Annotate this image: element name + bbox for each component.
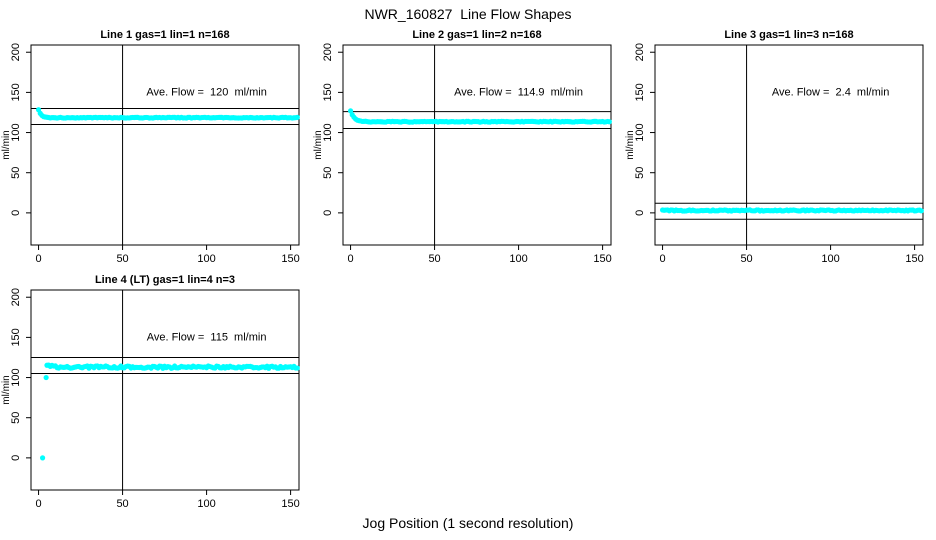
data-point: [39, 455, 46, 461]
flow-limit-lines: [31, 107, 299, 126]
ave-flow-annotation: Ave. Flow = 115 ml/min: [147, 332, 267, 344]
subplot-line-4: Line 4 (LT) gas=1 lin=4 n=3 0 50 100 150 0 50 1…: [0, 273, 312, 518]
subplot-line-1: Line 1 gas=1 lin=1 n=168 0 50 100 150 0 50 100 1…: [0, 28, 312, 273]
y-tick-label: 100: [10, 123, 22, 141]
y-tick-label: 150: [10, 328, 22, 346]
data-points: [39, 362, 300, 461]
plot-canvas: Line 1 gas=1 lin=1 n=168 0 50 100 150 0 50 100 1…: [1, 29, 300, 265]
x-axis: 0 50 100 150: [659, 245, 924, 265]
x-tick-label: 100: [821, 253, 839, 265]
figure-title: NWR_160827 Line Flow Shapes: [364, 6, 572, 22]
ave-flow-annotation: Ave. Flow = 114.9 ml/min: [454, 87, 583, 99]
x-tick-label: 0: [35, 498, 41, 510]
y-tick-label: 100: [634, 123, 646, 141]
y-axis: 0 50 100 150 200: [634, 43, 655, 216]
data-point: [43, 374, 49, 381]
y-axis: 0 50 100 150 200: [322, 43, 343, 216]
y-axis-title: ml/min: [313, 130, 324, 159]
x-tick-label: 100: [509, 253, 527, 265]
x-tick-label: 150: [905, 253, 923, 265]
y-tick-label: 0: [10, 455, 22, 461]
y-tick-label: 150: [322, 83, 334, 101]
subplot-line-2: Line 2 gas=1 lin=2 n=168 0 50 100 150 0 50 100 1…: [312, 28, 624, 273]
x-tick-label: 50: [740, 253, 752, 265]
plot-frame: [30, 44, 300, 246]
y-tick-label: 100: [322, 123, 334, 141]
x-tick-label: 150: [281, 498, 299, 510]
x-tick-label: 50: [428, 253, 440, 265]
plot-frame: [654, 44, 924, 246]
plot-title: Line 3 gas=1 lin=3 n=168: [724, 29, 853, 41]
x-tick-label: 50: [116, 253, 128, 265]
x-tick-label: 150: [281, 253, 299, 265]
y-axis: 0 50 100 150 200: [10, 43, 31, 216]
y-tick-label: 50: [10, 167, 22, 179]
y-tick-label: 200: [322, 43, 334, 61]
data-points: [347, 108, 612, 125]
x-tick-label: 50: [116, 498, 128, 510]
x-tick-label: 0: [347, 253, 353, 265]
y-tick-label: 50: [10, 412, 22, 424]
ave-flow-annotation: Ave. Flow = 2.4 ml/min: [772, 87, 889, 99]
plot-frame: [342, 44, 612, 246]
y-axis: 0 50 100 150 200: [10, 288, 31, 461]
plot-canvas: Line 4 (LT) gas=1 lin=4 n=3 0 50 100 150 0 50 1…: [1, 274, 300, 510]
data-points: [659, 207, 924, 214]
y-tick-label: 50: [322, 167, 334, 179]
y-axis-title: ml/min: [625, 130, 636, 159]
y-tick-label: 200: [10, 288, 22, 306]
plot-frame: [30, 289, 300, 491]
y-tick-label: 100: [10, 368, 22, 386]
plot-title: Line 2 gas=1 lin=2 n=168: [412, 29, 541, 41]
y-tick-label: 150: [634, 83, 646, 101]
plot-title: Line 1 gas=1 lin=1 n=168: [100, 29, 229, 41]
y-tick-label: 0: [322, 210, 334, 216]
data-point: [606, 119, 612, 125]
data-point: [294, 365, 300, 371]
figure-xlabel: Jog Position (1 second resolution): [362, 515, 574, 531]
y-tick-label: 200: [10, 43, 22, 61]
plot-canvas: Line 3 gas=1 lin=3 n=168 0 50 100 150 0 50 100 1…: [625, 29, 924, 265]
x-tick-label: 0: [35, 253, 41, 265]
x-tick-label: 150: [593, 253, 611, 265]
x-tick-label: 100: [197, 498, 215, 510]
y-axis-title: ml/min: [1, 375, 12, 404]
data-point: [918, 208, 924, 214]
y-axis-title: ml/min: [1, 130, 12, 159]
plot-canvas: Line 2 gas=1 lin=2 n=168 0 50 100 150 0 50 100 1…: [313, 29, 612, 265]
x-tick-label: 100: [197, 253, 215, 265]
y-tick-label: 50: [634, 167, 646, 179]
data-points: [35, 107, 300, 121]
x-axis: 0 50 100 150: [35, 245, 300, 265]
x-axis: 0 50 100 150: [35, 490, 300, 510]
flow-limit-lines: [31, 356, 299, 375]
plot-title: Line 4 (LT) gas=1 lin=4 n=3: [95, 274, 235, 286]
x-tick-label: 0: [659, 253, 665, 265]
y-tick-label: 0: [634, 210, 646, 216]
flow-limit-lines: [343, 111, 611, 130]
y-tick-label: 150: [10, 83, 22, 101]
y-tick-label: 0: [10, 210, 22, 216]
data-point: [294, 114, 300, 120]
subplot-line-3: Line 3 gas=1 lin=3 n=168 0 50 100 150 0 50 100 1…: [624, 28, 936, 273]
ave-flow-annotation: Ave. Flow = 120 ml/min: [146, 87, 267, 99]
x-axis: 0 50 100 150: [347, 245, 612, 265]
y-tick-label: 200: [634, 43, 646, 61]
flow-limit-lines: [655, 202, 923, 220]
data-point: [347, 108, 354, 114]
